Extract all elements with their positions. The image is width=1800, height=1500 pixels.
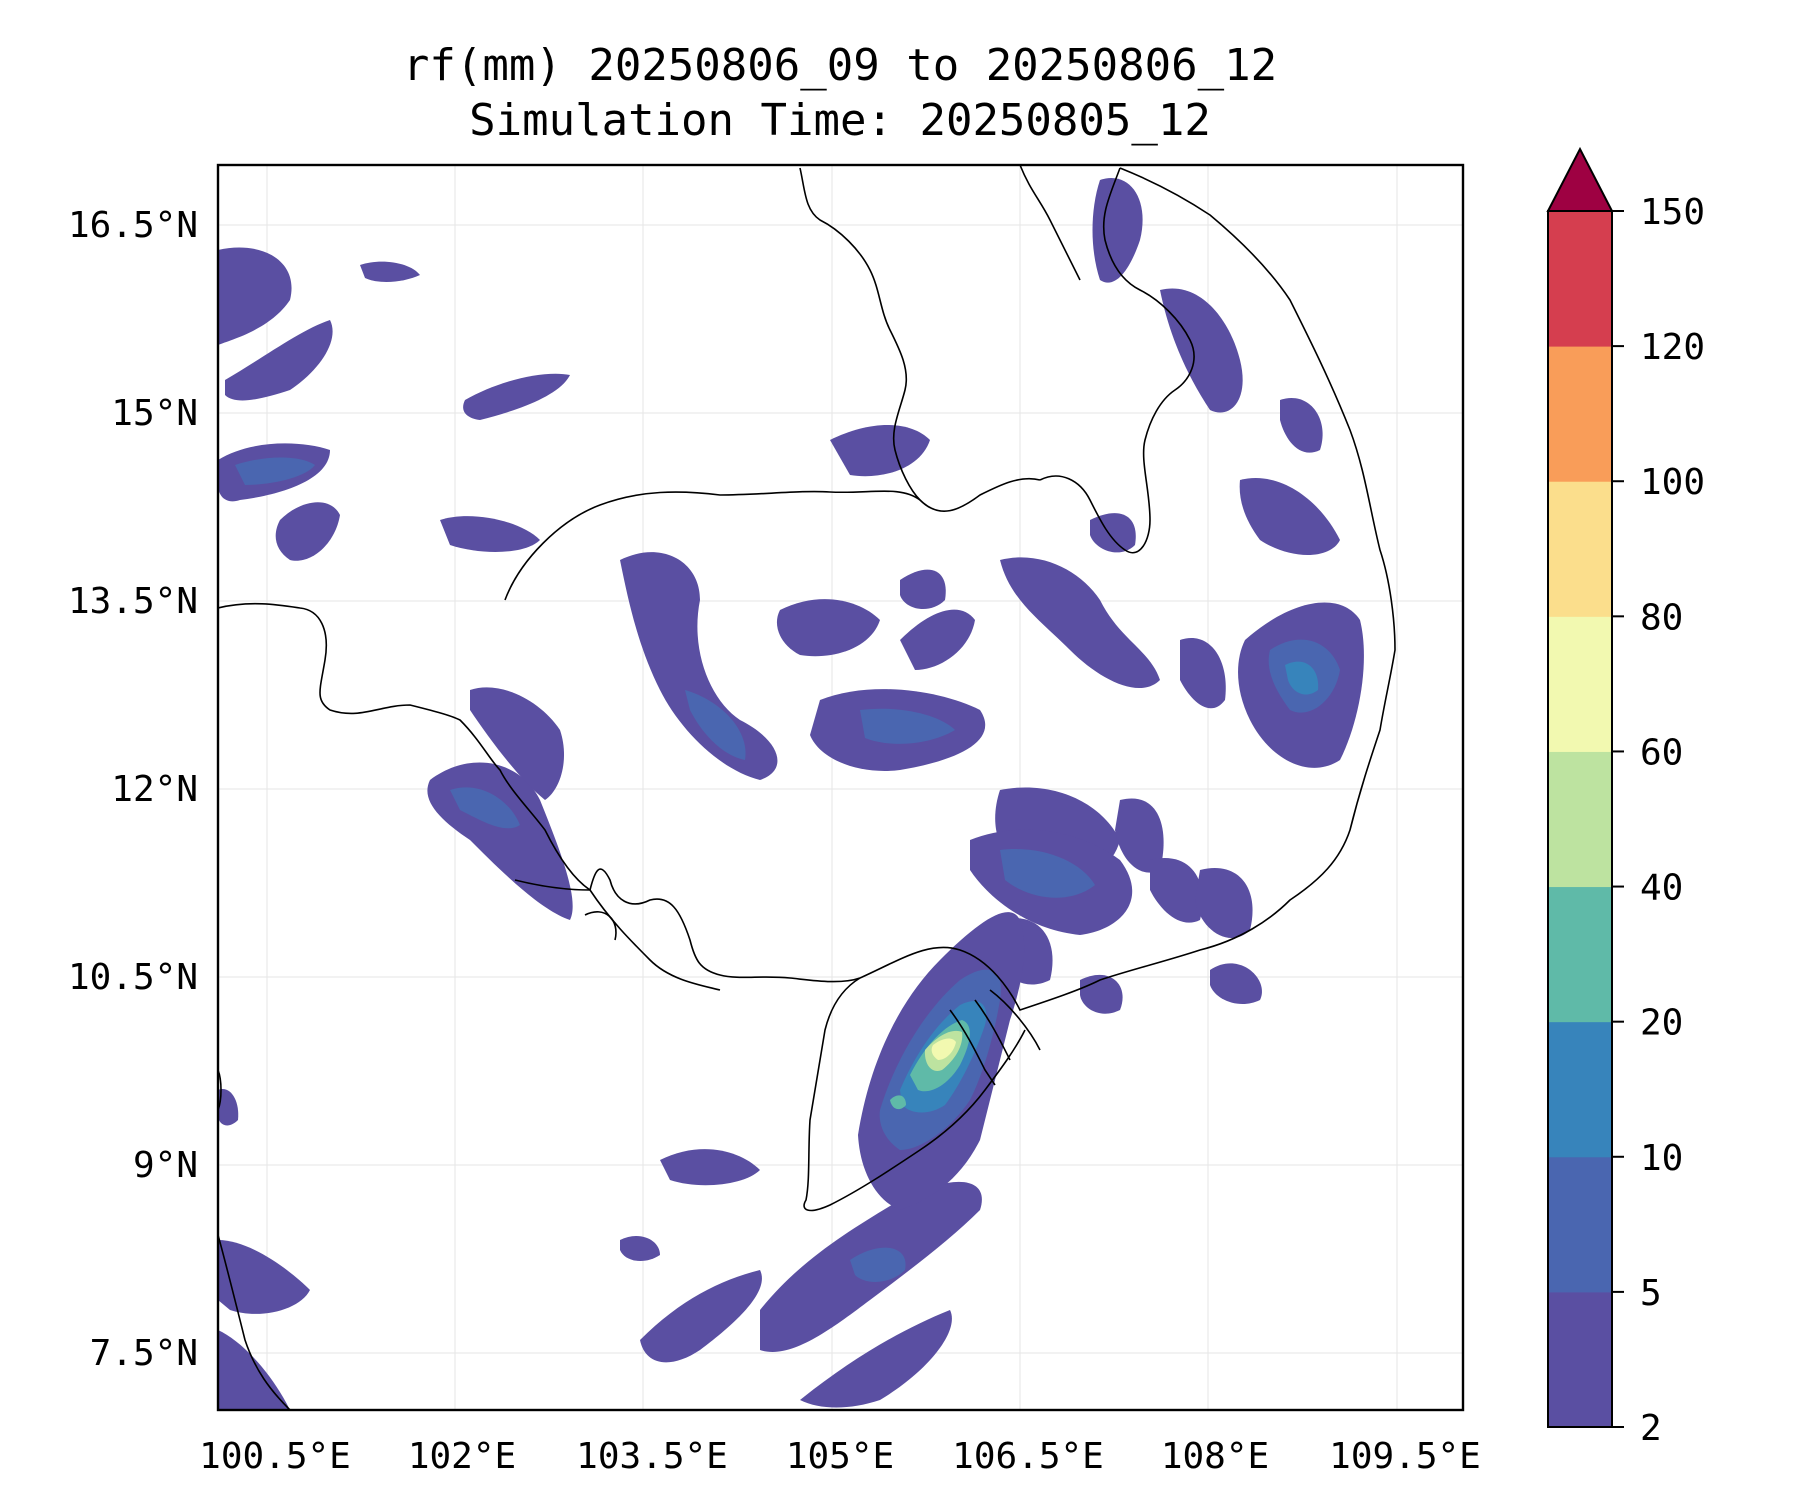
x-tick-label: 106.5°E: [952, 1436, 1104, 1477]
colorbar-tick-label: 150: [1640, 192, 1705, 233]
coastline-and-borders: [218, 165, 1396, 1410]
colorbar-segment: [1548, 1291, 1612, 1428]
y-tick-label: 13.5°N: [68, 581, 198, 622]
colorbar-segment: [1548, 886, 1612, 1023]
x-tick-label: 103.5°E: [576, 1436, 728, 1477]
colorbar-segment: [1548, 346, 1612, 482]
y-tick-label: 12°N: [111, 769, 198, 810]
colorbar-extend-arrow: [1546, 146, 1614, 212]
y-tick-label: 10.5°N: [68, 957, 198, 998]
colorbar-tick-label: 100: [1640, 462, 1705, 503]
colorbar-segment: [1548, 1156, 1612, 1293]
colorbar-tick-label: 10: [1640, 1138, 1683, 1179]
y-tick-label: 15°N: [111, 393, 198, 434]
y-axis-ticks: 16.5°N 15°N 13.5°N 12°N 10.5°N 9°N 7.5°N: [68, 205, 198, 1374]
y-tick-label: 9°N: [133, 1145, 198, 1186]
map-plot-area: [216, 163, 1465, 1412]
map-title: rf(mm) 20250806_09 to 20250806_12: [403, 40, 1277, 91]
x-tick-label: 102°E: [408, 1436, 516, 1477]
x-tick-label: 108°E: [1161, 1436, 1269, 1477]
y-tick-label: 16.5°N: [68, 205, 198, 246]
x-tick-label: 109.5°E: [1329, 1436, 1481, 1477]
map-frame: [216, 163, 1465, 1412]
x-tick-label: 105°E: [786, 1436, 894, 1477]
rainfall-contours: [218, 178, 1364, 1410]
x-tick-label: 100.5°E: [199, 1436, 351, 1477]
colorbar-tick-label: 120: [1640, 327, 1705, 368]
colorbar-tick-label: 5: [1640, 1273, 1662, 1314]
colorbar: 2 5 10 20 40 60 80 100 120 150: [1546, 146, 1705, 1449]
y-tick-label: 7.5°N: [90, 1333, 198, 1374]
colorbar-frame: [1547, 210, 1613, 1428]
colorbar-segment: [1548, 481, 1612, 617]
colorbar-segment: [1548, 616, 1612, 752]
colorbar-segment: [1548, 751, 1612, 888]
map-subtitle: Simulation Time: 20250805_12: [469, 95, 1211, 146]
colorbar-segment: [1548, 1021, 1612, 1158]
colorbar-tick-label: 60: [1640, 732, 1683, 773]
colorbar-segment: [1548, 211, 1612, 347]
colorbar-tick-label: 80: [1640, 597, 1683, 638]
colorbar-tick-label: 2: [1640, 1408, 1662, 1449]
colorbar-tick-label: 40: [1640, 868, 1683, 909]
colorbar-tick-label: 20: [1640, 1003, 1683, 1044]
x-axis-ticks: 100.5°E 102°E 103.5°E 105°E 106.5°E 108°…: [199, 1436, 1481, 1477]
